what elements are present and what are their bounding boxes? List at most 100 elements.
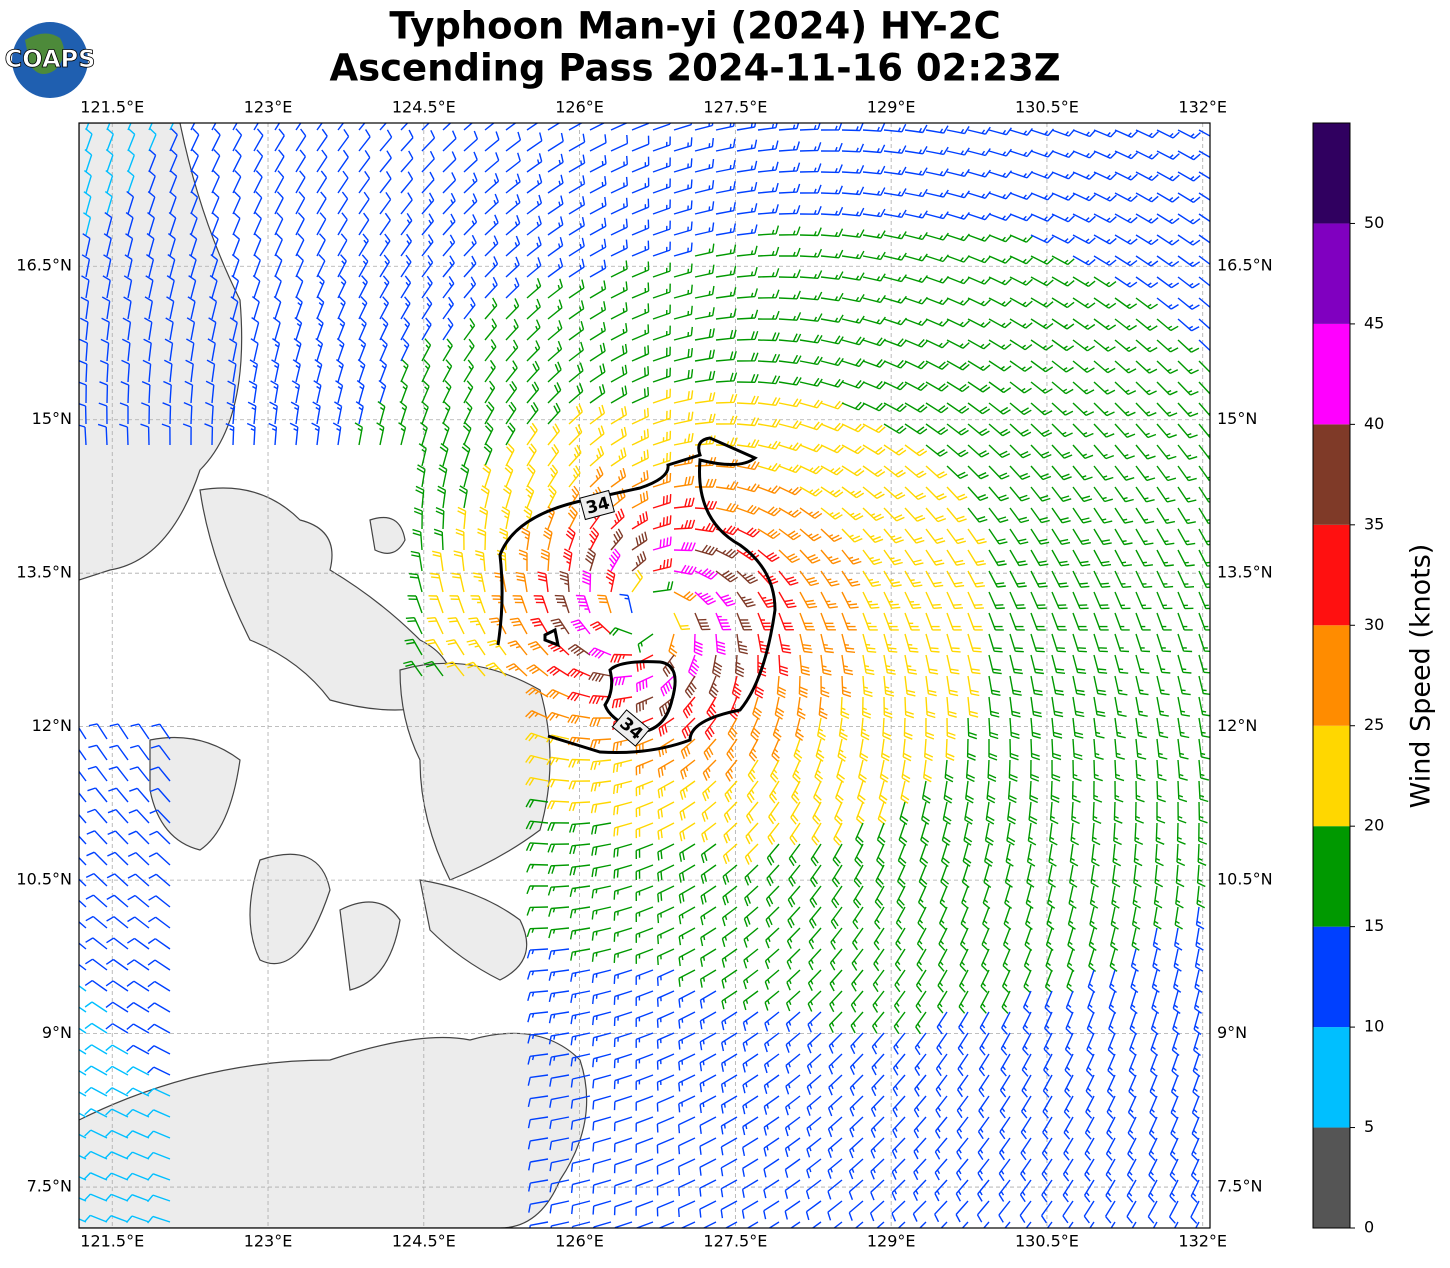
- wind-barb: [656, 969, 675, 986]
- wind-barb: [568, 279, 585, 299]
- wind-barb: [757, 225, 780, 236]
- wind-barb: [410, 550, 423, 572]
- wind-barb: [207, 338, 216, 362]
- wind-barb: [652, 241, 671, 257]
- wind-barb: [126, 1130, 150, 1139]
- wind-barb: [612, 759, 633, 773]
- wind-barb: [1051, 465, 1072, 481]
- wind-barb: [166, 296, 175, 320]
- wind-barb: [1156, 234, 1180, 246]
- wind-barb: [1114, 150, 1138, 160]
- wind-barb: [125, 1194, 150, 1202]
- wind-barb: [79, 1027, 87, 1034]
- wind-barb: [757, 310, 780, 320]
- wind-barb: [84, 1001, 108, 1013]
- wind-barb: [841, 401, 865, 411]
- wind-barb: [778, 570, 799, 586]
- wind-barb: [1127, 1137, 1137, 1161]
- wind-barb: [316, 317, 324, 341]
- wind-barb: [694, 180, 715, 194]
- wind-barb: [736, 439, 760, 449]
- wind-barb: [274, 212, 284, 236]
- wind-barb: [904, 654, 918, 675]
- wind-barb: [799, 443, 824, 453]
- wind-barb: [913, 1095, 927, 1118]
- wind-barb: [736, 181, 758, 194]
- wind-barb: [957, 1074, 969, 1098]
- wind-barb: [787, 885, 801, 908]
- wind-barb: [570, 1095, 591, 1109]
- wind-barb: [337, 191, 349, 215]
- wind-barb: [527, 990, 549, 1001]
- wind-barb: [785, 1095, 801, 1116]
- wind-barb: [1106, 1074, 1116, 1098]
- wind-barb: [1147, 1179, 1158, 1203]
- wind-barb: [79, 424, 87, 446]
- wind-barb: [870, 1095, 885, 1118]
- wind-barb: [1019, 1200, 1032, 1223]
- wind-barb: [828, 1032, 843, 1054]
- wind-barb: [1156, 465, 1177, 482]
- wind-barb: [399, 400, 408, 425]
- wind-barb: [939, 885, 948, 910]
- wind-barb: [182, 423, 192, 446]
- wind-barb: [757, 289, 780, 299]
- wind-barb: [1000, 1053, 1011, 1077]
- colorbar-frame: [1312, 122, 1351, 1229]
- wind-barb: [1030, 318, 1054, 330]
- wind-barb: [1156, 423, 1177, 439]
- wind-barb: [311, 422, 320, 446]
- wind-barb: [904, 549, 924, 566]
- wind-barb: [148, 895, 171, 908]
- wind-barb: [1198, 255, 1210, 266]
- wind-barb: [828, 1074, 843, 1096]
- wind-barb: [109, 723, 129, 740]
- wind-barb: [961, 1221, 969, 1228]
- wind-barb: [1156, 444, 1177, 460]
- wind-barb: [967, 381, 991, 393]
- wind-barb: [820, 444, 844, 454]
- wind-barb: [925, 612, 941, 631]
- wind-barb: [527, 640, 549, 656]
- wind-barb: [1114, 549, 1132, 567]
- wind-barb: [84, 1172, 108, 1181]
- wind-barb: [547, 123, 561, 131]
- wind-barb: [528, 1158, 549, 1171]
- wind-barb: [980, 969, 990, 993]
- wind-barb: [1072, 192, 1096, 202]
- wind-barb: [959, 927, 969, 951]
- wind-barb: [817, 717, 826, 741]
- wind-barb: [807, 1032, 822, 1054]
- wind-barb: [1041, 1200, 1053, 1224]
- wind-barb: [526, 443, 537, 467]
- wind-barb: [1093, 381, 1116, 395]
- wind-barb: [525, 484, 535, 509]
- wind-barb: [967, 339, 991, 350]
- wind-barb: [1135, 234, 1159, 246]
- wind-barb: [736, 417, 760, 427]
- wind-barb: [1047, 885, 1056, 909]
- wind-barb: [167, 254, 176, 278]
- wind-barb: [635, 1116, 654, 1132]
- wind-barb: [463, 276, 477, 299]
- wind-barb: [871, 1053, 885, 1076]
- wind-barb: [1198, 738, 1210, 760]
- wind-barb: [358, 170, 371, 194]
- wind-barb: [189, 233, 198, 257]
- wind-barb: [591, 822, 612, 835]
- wind-barb: [570, 619, 591, 635]
- wind-barb: [1114, 654, 1129, 674]
- wind-barb: [946, 297, 970, 306]
- wind-barb: [1195, 1221, 1200, 1228]
- wind-barb: [433, 528, 444, 551]
- wind-barb: [1177, 402, 1199, 418]
- wind-barb: [1156, 675, 1170, 696]
- wind-barb: [1114, 318, 1137, 331]
- wind-barb: [1063, 1116, 1074, 1140]
- wind-barb: [1127, 1095, 1137, 1119]
- wind-barb: [1114, 423, 1136, 438]
- wind-barb: [1135, 171, 1159, 182]
- contour-small: [543, 627, 561, 648]
- wind-barb: [1156, 171, 1180, 182]
